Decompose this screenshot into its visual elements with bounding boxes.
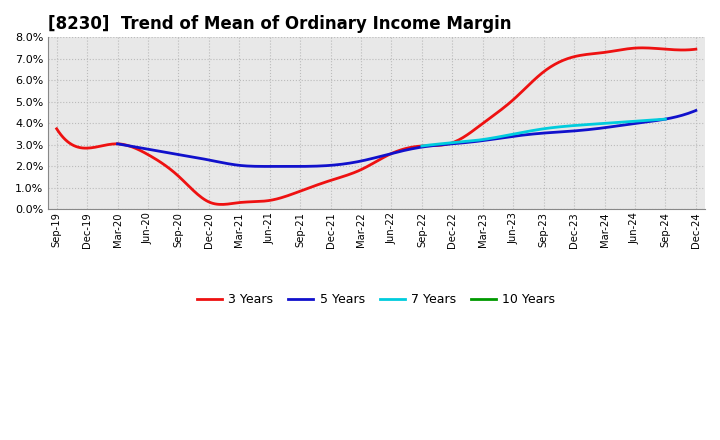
5 Years xyxy=(115,142,124,147)
5 Years xyxy=(285,164,294,169)
7 Years xyxy=(623,119,631,125)
7 Years xyxy=(418,143,426,149)
5 Years xyxy=(469,139,478,144)
5 Years xyxy=(691,108,700,113)
3 Years xyxy=(691,47,700,52)
3 Years xyxy=(217,202,225,207)
Line: 5 Years: 5 Years xyxy=(117,110,696,166)
7 Years xyxy=(418,143,427,149)
3 Years xyxy=(435,143,444,148)
Text: [8230]  Trend of Mean of Ordinary Income Margin: [8230] Trend of Mean of Ordinary Income … xyxy=(48,15,511,33)
5 Years xyxy=(603,125,611,130)
Line: 7 Years: 7 Years xyxy=(422,119,665,146)
7 Years xyxy=(562,124,570,129)
3 Years xyxy=(433,143,441,148)
5 Years xyxy=(457,140,466,146)
3 Years xyxy=(53,126,61,132)
5 Years xyxy=(113,141,122,147)
3 Years xyxy=(593,51,602,56)
3 Years xyxy=(638,45,647,51)
3 Years xyxy=(446,141,454,146)
3 Years xyxy=(55,129,63,135)
5 Years xyxy=(639,120,648,125)
7 Years xyxy=(562,124,571,129)
7 Years xyxy=(639,118,647,123)
5 Years xyxy=(459,140,468,145)
Line: 3 Years: 3 Years xyxy=(57,48,696,205)
Legend: 3 Years, 5 Years, 7 Years, 10 Years: 3 Years, 5 Years, 7 Years, 10 Years xyxy=(192,288,560,311)
7 Years xyxy=(661,117,670,122)
3 Years xyxy=(634,45,642,51)
7 Years xyxy=(567,123,575,128)
